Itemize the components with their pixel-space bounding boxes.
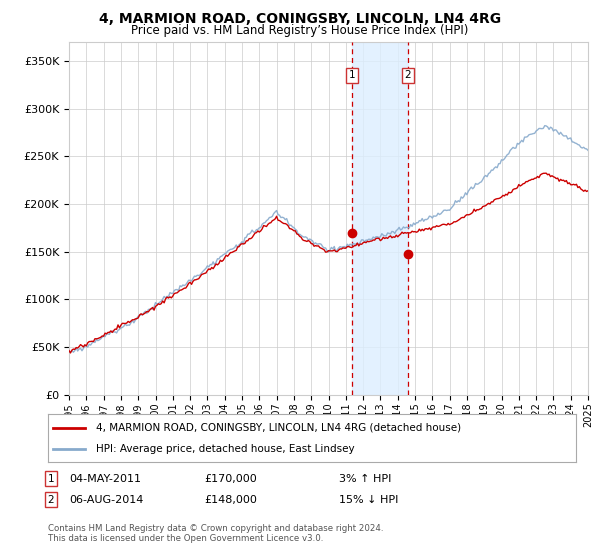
Bar	[352, 42, 408, 395]
Text: 2: 2	[47, 494, 55, 505]
Text: HPI: Average price, detached house, East Lindsey: HPI: Average price, detached house, East…	[95, 444, 354, 454]
Text: 4, MARMION ROAD, CONINGSBY, LINCOLN, LN4 4RG: 4, MARMION ROAD, CONINGSBY, LINCOLN, LN4…	[99, 12, 501, 26]
Text: 15% ↓ HPI: 15% ↓ HPI	[339, 494, 398, 505]
Text: 3% ↑ HPI: 3% ↑ HPI	[339, 474, 391, 484]
Text: £170,000: £170,000	[204, 474, 257, 484]
Text: 2: 2	[404, 71, 411, 81]
Text: Contains HM Land Registry data © Crown copyright and database right 2024.
This d: Contains HM Land Registry data © Crown c…	[48, 524, 383, 543]
Text: 4, MARMION ROAD, CONINGSBY, LINCOLN, LN4 4RG (detached house): 4, MARMION ROAD, CONINGSBY, LINCOLN, LN4…	[95, 423, 461, 433]
Text: 1: 1	[349, 71, 356, 81]
Text: Price paid vs. HM Land Registry’s House Price Index (HPI): Price paid vs. HM Land Registry’s House …	[131, 24, 469, 36]
Text: 1: 1	[47, 474, 55, 484]
Text: 06-AUG-2014: 06-AUG-2014	[69, 494, 143, 505]
Text: 04-MAY-2011: 04-MAY-2011	[69, 474, 141, 484]
Text: £148,000: £148,000	[204, 494, 257, 505]
